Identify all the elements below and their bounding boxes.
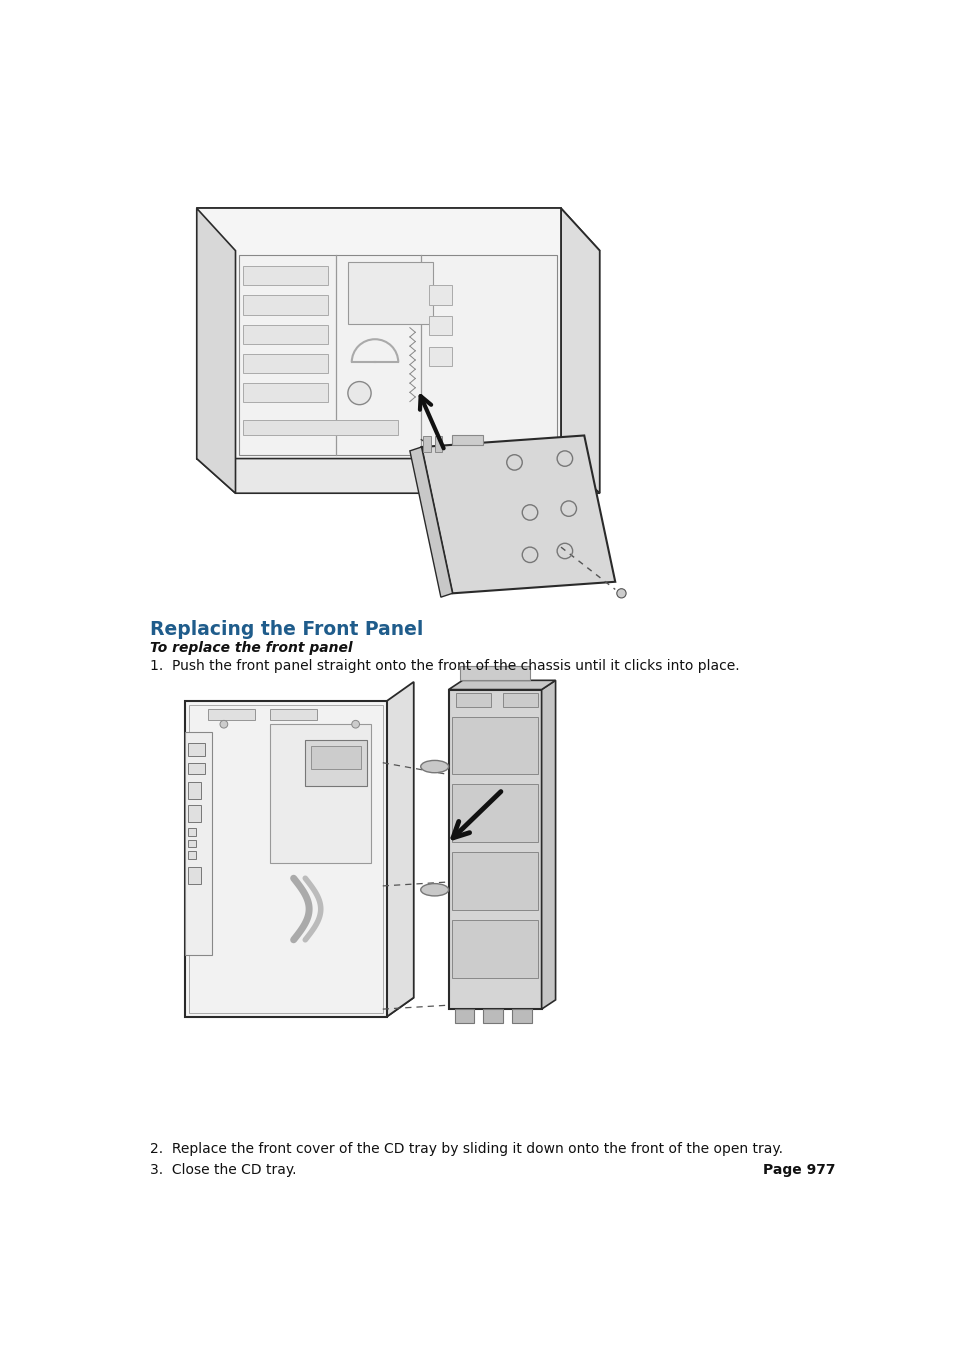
Polygon shape — [560, 208, 599, 493]
Bar — [188, 743, 205, 755]
Polygon shape — [448, 689, 541, 1009]
Bar — [188, 840, 195, 847]
Circle shape — [617, 589, 625, 598]
Text: 1.  Push the front panel straight onto the front of the chassis until it clicks : 1. Push the front panel straight onto th… — [150, 659, 740, 673]
Bar — [422, 436, 431, 451]
Text: Replacing the Front Panel: Replacing the Front Panel — [150, 620, 423, 639]
Ellipse shape — [420, 761, 448, 773]
Circle shape — [220, 720, 228, 728]
Bar — [429, 347, 452, 366]
Text: Page 977: Page 977 — [762, 1163, 835, 1177]
Bar — [188, 851, 195, 859]
Polygon shape — [410, 447, 452, 597]
Bar — [243, 420, 397, 435]
Circle shape — [352, 720, 359, 728]
Bar — [459, 666, 530, 681]
Bar — [243, 384, 328, 403]
Bar — [348, 262, 433, 324]
Polygon shape — [386, 682, 414, 1017]
Bar — [270, 724, 371, 863]
Bar — [429, 285, 452, 304]
Ellipse shape — [420, 884, 448, 896]
Bar — [452, 435, 483, 444]
Polygon shape — [239, 254, 557, 455]
Polygon shape — [196, 458, 599, 493]
Bar — [452, 716, 537, 774]
Bar — [188, 867, 200, 884]
Bar — [243, 354, 328, 373]
Bar — [455, 1009, 474, 1023]
Bar — [185, 732, 212, 955]
Bar — [188, 782, 200, 798]
Circle shape — [348, 381, 371, 405]
Polygon shape — [448, 681, 555, 689]
Bar — [456, 693, 491, 708]
Bar — [243, 324, 328, 345]
Bar — [243, 266, 328, 285]
Bar — [243, 296, 328, 315]
Text: 3.  Close the CD tray.: 3. Close the CD tray. — [150, 1163, 296, 1177]
Bar — [305, 739, 367, 786]
Text: 2.  Replace the front cover of the CD tray by sliding it down onto the front of : 2. Replace the front cover of the CD tra… — [150, 1142, 782, 1155]
Bar — [270, 709, 316, 720]
Text: To replace the front panel: To replace the front panel — [150, 642, 353, 655]
Bar — [208, 709, 254, 720]
Polygon shape — [541, 681, 555, 1009]
Bar — [452, 785, 537, 842]
Bar — [189, 705, 382, 1013]
Bar — [311, 746, 360, 769]
Polygon shape — [196, 208, 560, 458]
Bar — [429, 316, 452, 335]
Bar — [452, 852, 537, 909]
Bar — [188, 828, 195, 836]
Bar — [435, 436, 442, 451]
Polygon shape — [196, 208, 235, 493]
Bar — [502, 693, 537, 708]
Bar — [452, 920, 537, 978]
Polygon shape — [421, 435, 615, 593]
Bar — [483, 1009, 502, 1023]
Bar — [512, 1009, 531, 1023]
Polygon shape — [185, 997, 414, 1017]
Bar — [188, 805, 200, 821]
Polygon shape — [196, 208, 599, 251]
Bar — [185, 701, 386, 1017]
Bar — [188, 763, 205, 774]
